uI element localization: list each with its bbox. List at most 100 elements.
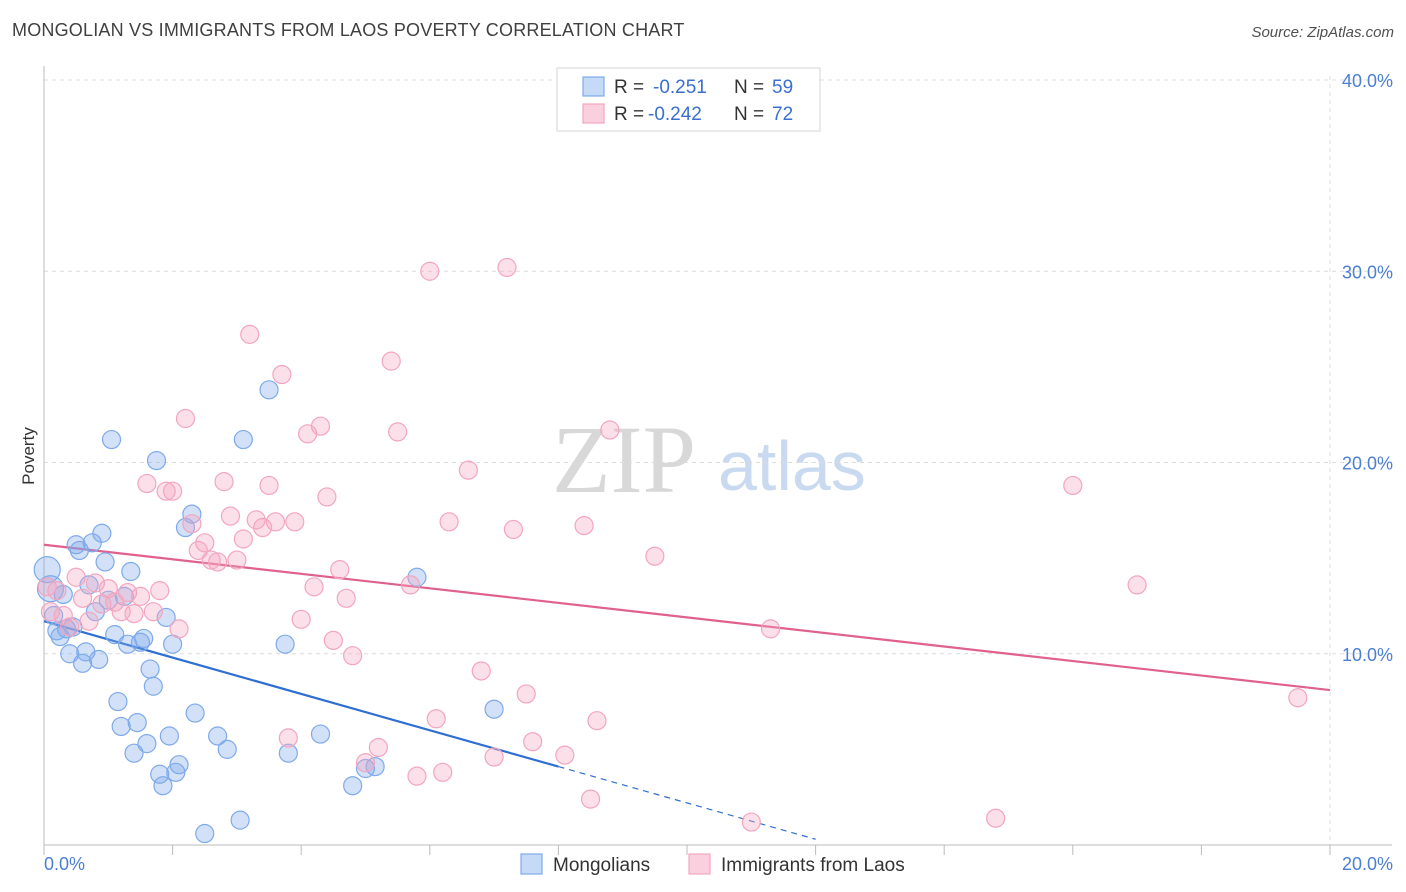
point-mongolians <box>230 810 250 830</box>
point-laos <box>156 481 176 501</box>
y-tick-label: 40.0% <box>1342 71 1393 91</box>
point-laos <box>182 514 202 534</box>
point-laos <box>368 737 388 758</box>
point-laos <box>130 586 151 606</box>
point-mongolians <box>121 561 141 582</box>
chart-title: MONGOLIAN VS IMMIGRANTS FROM LAOS POVERT… <box>12 20 685 40</box>
point-mongolians <box>127 712 147 733</box>
point-laos <box>233 529 253 549</box>
y-tick-label: 20.0% <box>1342 454 1393 474</box>
point-mongolians <box>124 743 144 763</box>
point-laos <box>220 506 241 526</box>
point-laos <box>381 351 401 371</box>
point-mongolians <box>105 625 125 645</box>
correlation-legend: R = -0.251 N = 59 R = -0.242 N = 72 <box>556 67 821 132</box>
axes: 10.0% 20.0% 30.0% 40.0% 0.0% 20.0% <box>43 66 1393 874</box>
point-laos <box>272 364 292 385</box>
point-mongolians <box>310 724 331 744</box>
point-laos <box>259 475 279 496</box>
point-laos <box>278 728 298 748</box>
point-laos <box>105 592 125 612</box>
point-laos <box>497 257 517 278</box>
point-laos <box>471 661 491 681</box>
point-mongolians <box>95 552 115 572</box>
point-laos <box>580 789 601 809</box>
point-laos <box>246 510 266 530</box>
point-mongolians <box>275 634 295 654</box>
point-laos <box>143 602 163 622</box>
point-mongolians <box>355 758 376 779</box>
point-laos <box>439 512 459 532</box>
point-laos <box>1063 475 1083 496</box>
point-laos <box>645 546 665 566</box>
trend-line-mongolians-extension <box>558 766 816 840</box>
point-mongolians <box>111 716 131 737</box>
legend-swatch-laos <box>582 103 605 124</box>
point-laos <box>343 646 363 666</box>
point-laos <box>523 732 543 752</box>
bottom-legend-mongolians: Mongolians <box>553 855 650 876</box>
point-laos <box>208 552 228 572</box>
point-laos <box>1127 575 1147 595</box>
point-mongolians <box>108 691 128 712</box>
point-laos <box>150 581 170 601</box>
point-laos <box>163 481 183 501</box>
bottom-legend-swatch-mongolians <box>520 853 543 875</box>
point-mongolians <box>484 699 504 719</box>
point-laos <box>124 603 144 624</box>
point-laos <box>587 711 607 731</box>
point-laos <box>79 611 99 631</box>
legend-n-value-2: 72 <box>772 104 793 125</box>
point-laos <box>574 516 594 536</box>
point-mongolians <box>343 776 363 796</box>
y-tick-label: 30.0% <box>1342 262 1393 282</box>
point-mongolians <box>185 703 205 723</box>
point-laos <box>516 684 536 704</box>
point-laos <box>285 512 305 532</box>
point-laos <box>760 619 781 639</box>
point-laos <box>53 605 73 626</box>
point-laos <box>426 709 446 729</box>
point-mongolians <box>60 644 80 664</box>
point-mongolians <box>89 649 109 670</box>
point-mongolians <box>140 659 160 679</box>
x-tick-label: 0.0% <box>44 854 85 874</box>
point-mongolians <box>137 734 157 754</box>
point-laos <box>388 422 408 442</box>
y-tick-label: 10.0% <box>1342 645 1393 665</box>
trend-lines <box>43 543 1331 840</box>
point-mongolians <box>85 602 106 622</box>
point-mongolians <box>72 653 93 673</box>
point-mongolians <box>208 726 228 746</box>
point-laos <box>37 577 57 597</box>
point-mongolians <box>259 380 279 400</box>
x-tick-label: 20.0% <box>1342 854 1393 874</box>
point-laos <box>195 533 215 553</box>
point-mongolians <box>134 628 154 649</box>
point-mongolians <box>217 739 237 759</box>
point-mongolians <box>233 429 253 450</box>
point-laos <box>40 602 61 622</box>
trend-line-laos <box>43 543 1331 692</box>
point-laos <box>304 577 324 597</box>
point-mongolians <box>150 764 170 784</box>
point-laos <box>169 619 189 639</box>
point-mongolians <box>101 429 122 450</box>
point-mongolians <box>66 535 86 555</box>
point-laos <box>400 575 421 595</box>
point-mongolians <box>278 743 298 763</box>
point-laos <box>188 540 208 561</box>
point-laos <box>227 550 247 570</box>
point-laos <box>600 420 620 440</box>
series-legend: Mongolians Immigrants from Laos <box>520 853 905 876</box>
point-laos <box>310 416 331 436</box>
data-points <box>33 257 1308 844</box>
point-mongolians <box>143 676 163 696</box>
point-laos <box>433 762 453 782</box>
legend-r-label-2: R = <box>614 104 644 125</box>
point-laos <box>72 588 93 608</box>
point-laos <box>175 408 196 429</box>
point-laos <box>986 808 1006 828</box>
point-laos <box>317 487 337 507</box>
